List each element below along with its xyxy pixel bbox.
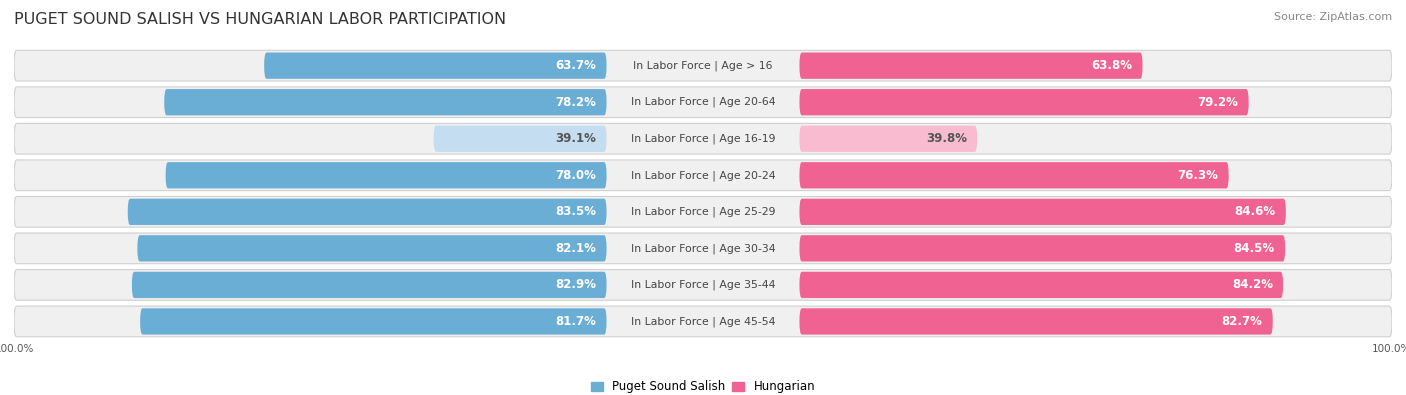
Text: 83.5%: 83.5% [555,205,596,218]
Text: 39.8%: 39.8% [927,132,967,145]
Text: In Labor Force | Age 20-24: In Labor Force | Age 20-24 [631,170,775,181]
FancyBboxPatch shape [14,123,1392,154]
Text: Source: ZipAtlas.com: Source: ZipAtlas.com [1274,12,1392,22]
FancyBboxPatch shape [14,269,1392,300]
FancyBboxPatch shape [14,50,1392,81]
Text: 79.2%: 79.2% [1198,96,1239,109]
Text: 84.5%: 84.5% [1233,242,1275,255]
FancyBboxPatch shape [141,308,606,335]
Text: 82.7%: 82.7% [1222,315,1263,328]
FancyBboxPatch shape [138,235,606,261]
Text: 84.6%: 84.6% [1234,205,1275,218]
FancyBboxPatch shape [800,89,1249,115]
Text: In Labor Force | Age 25-29: In Labor Force | Age 25-29 [631,207,775,217]
Text: In Labor Force | Age 16-19: In Labor Force | Age 16-19 [631,134,775,144]
FancyBboxPatch shape [14,233,1392,264]
Text: In Labor Force | Age 20-64: In Labor Force | Age 20-64 [631,97,775,107]
FancyBboxPatch shape [800,53,1143,79]
FancyBboxPatch shape [800,162,1229,188]
FancyBboxPatch shape [433,126,606,152]
FancyBboxPatch shape [800,199,1286,225]
FancyBboxPatch shape [264,53,606,79]
Text: 82.9%: 82.9% [555,278,596,292]
Text: 81.7%: 81.7% [555,315,596,328]
FancyBboxPatch shape [14,196,1392,227]
Text: 76.3%: 76.3% [1177,169,1219,182]
Text: In Labor Force | Age > 16: In Labor Force | Age > 16 [633,60,773,71]
Text: 78.0%: 78.0% [555,169,596,182]
Text: 63.8%: 63.8% [1091,59,1132,72]
FancyBboxPatch shape [800,126,977,152]
Text: In Labor Force | Age 35-44: In Labor Force | Age 35-44 [631,280,775,290]
Text: In Labor Force | Age 30-34: In Labor Force | Age 30-34 [631,243,775,254]
Text: In Labor Force | Age 45-54: In Labor Force | Age 45-54 [631,316,775,327]
Text: PUGET SOUND SALISH VS HUNGARIAN LABOR PARTICIPATION: PUGET SOUND SALISH VS HUNGARIAN LABOR PA… [14,12,506,27]
Text: 78.2%: 78.2% [555,96,596,109]
FancyBboxPatch shape [128,199,606,225]
FancyBboxPatch shape [14,306,1392,337]
Text: 84.2%: 84.2% [1232,278,1272,292]
Text: 63.7%: 63.7% [555,59,596,72]
FancyBboxPatch shape [14,87,1392,118]
FancyBboxPatch shape [132,272,606,298]
FancyBboxPatch shape [800,235,1285,261]
Text: 39.1%: 39.1% [555,132,596,145]
Legend: Puget Sound Salish, Hungarian: Puget Sound Salish, Hungarian [586,376,820,395]
FancyBboxPatch shape [14,160,1392,191]
FancyBboxPatch shape [800,272,1284,298]
FancyBboxPatch shape [165,89,606,115]
FancyBboxPatch shape [166,162,606,188]
FancyBboxPatch shape [800,308,1272,335]
Text: 82.1%: 82.1% [555,242,596,255]
